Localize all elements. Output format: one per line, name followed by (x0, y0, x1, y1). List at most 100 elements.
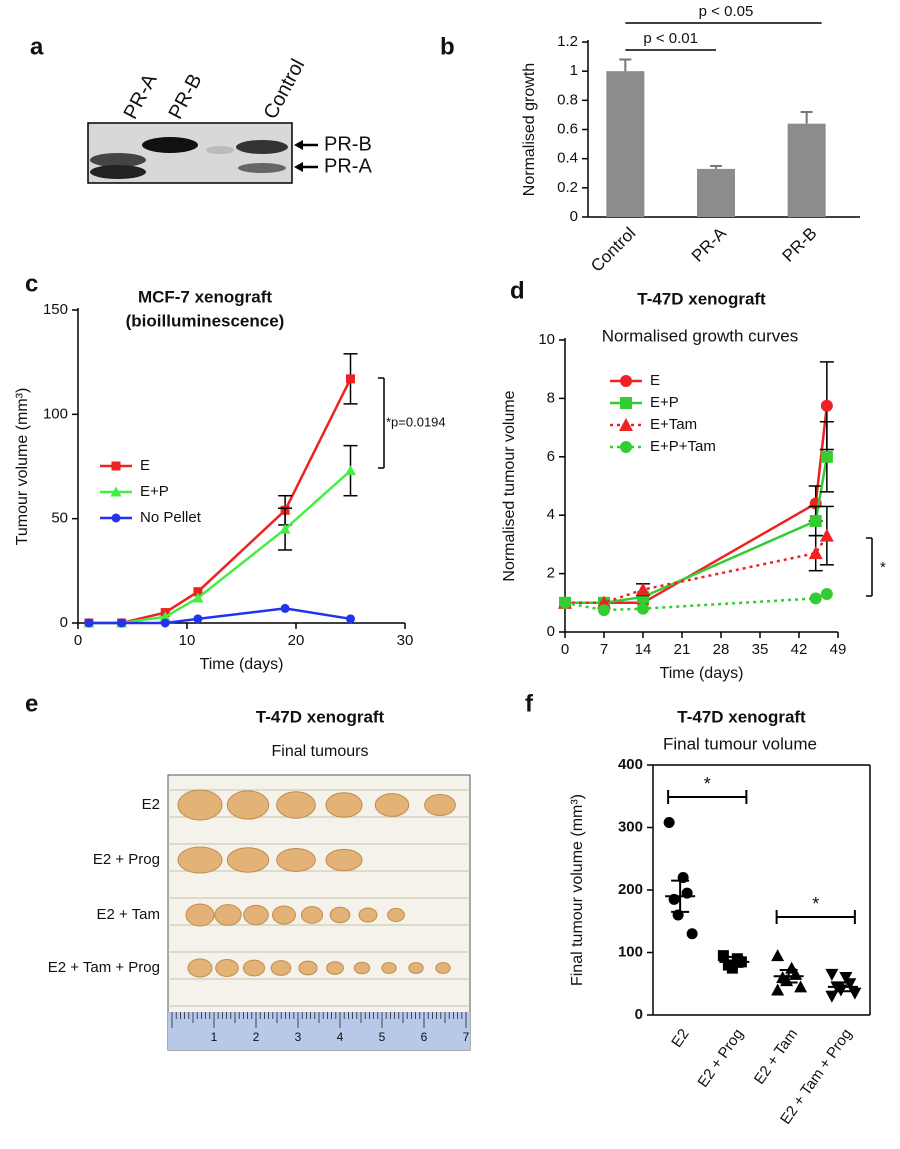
x-tick-label: 28 (713, 641, 730, 658)
tumour (177, 846, 223, 874)
error-bar (800, 111, 813, 124)
y-tick-label: 0.2 (557, 179, 578, 196)
marker (111, 513, 121, 523)
marker (686, 928, 698, 940)
ruler-label: 4 (337, 1030, 344, 1044)
marker (637, 602, 649, 615)
error-bar (619, 58, 632, 72)
legend-label: E+P+Tam (650, 438, 716, 455)
marker (160, 618, 170, 628)
band (90, 165, 146, 179)
annotation: p < 0.05 (699, 3, 754, 20)
y-tick-label: 400 (618, 756, 643, 773)
annotation: * (704, 774, 711, 794)
marker (193, 587, 203, 597)
panel-label: c (25, 270, 38, 297)
band (236, 140, 288, 154)
y-axis-label: Normalised growth (521, 63, 538, 196)
y-tick-label: 0.6 (557, 120, 578, 137)
tumour (243, 904, 269, 926)
marker (825, 968, 839, 981)
annotation: * (812, 894, 819, 914)
ruler-label: 1 (211, 1030, 218, 1044)
marker (279, 523, 291, 534)
x-axis-label: Time (days) (660, 665, 744, 682)
tumour (326, 961, 344, 975)
legend-label: E+Tam (650, 416, 697, 433)
x-tick-label: 42 (791, 641, 808, 658)
legend-label: E+P (140, 483, 169, 500)
band-label: PR-A (324, 155, 372, 177)
ruler-label: 2 (253, 1030, 260, 1044)
marker (808, 546, 823, 560)
arrow-head (294, 162, 303, 172)
row-label: E2 + Prog (93, 851, 160, 868)
annotation: *p=0.0194 (386, 414, 446, 429)
series-line (88, 378, 352, 625)
y-tick-label: 200 (618, 881, 643, 898)
marker (620, 397, 632, 409)
x-tick-label: E2 (668, 1026, 692, 1051)
series-line (565, 456, 829, 605)
bar (697, 168, 735, 217)
arrow-head (294, 140, 303, 150)
marker (794, 980, 808, 993)
x-tick-label: Control (587, 224, 639, 276)
tumour (358, 907, 378, 923)
marker (346, 374, 355, 384)
x-tick-label: PR-B (779, 224, 821, 266)
row-label: E2 (142, 796, 160, 813)
band-label: PR-B (324, 133, 372, 155)
marker (771, 949, 785, 962)
x-tick-label: 49 (830, 641, 847, 658)
panel-label: e (25, 690, 38, 717)
legend-label: No Pellet (140, 509, 202, 526)
panel-label: f (525, 690, 534, 717)
lane-label: PR-A (120, 70, 162, 123)
y-tick-label: 0 (60, 614, 68, 631)
ruler-label: 3 (295, 1030, 302, 1044)
x-tick-label: E2 + Prog (694, 1026, 746, 1091)
band (142, 137, 198, 153)
marker (620, 441, 632, 453)
legend-label: E (140, 457, 150, 474)
tumour (298, 960, 318, 976)
y-axis-label: Tumour volume (mm³) (14, 388, 31, 546)
y-tick-label: 1 (570, 62, 578, 79)
marker (839, 972, 853, 984)
marker (559, 596, 571, 609)
marker (346, 614, 355, 624)
y-tick-label: 150 (43, 301, 68, 318)
y-tick-label: 0 (570, 208, 578, 225)
chart-subtitle: Final tumour volume (663, 734, 817, 753)
marker (663, 817, 675, 828)
y-tick-label: 300 (618, 818, 643, 835)
x-tick-label: 35 (752, 641, 769, 658)
marker (280, 603, 290, 613)
y-tick-label: 0.8 (557, 91, 578, 108)
sem-bar (779, 969, 798, 984)
y-tick-label: 100 (43, 405, 68, 422)
marker (159, 611, 171, 622)
x-tick-label: 14 (635, 641, 652, 658)
y-axis-label: Final tumour volume (mm³) (569, 794, 586, 986)
marker (809, 592, 822, 605)
band (206, 146, 234, 154)
tumour (329, 906, 351, 924)
marker (726, 962, 738, 974)
y-axis-label: Normalised tumour volume (501, 390, 518, 581)
band (90, 153, 146, 167)
sem-bar (671, 879, 690, 913)
y-tick-label: 100 (618, 943, 643, 960)
lane-label: PR-B (165, 70, 207, 123)
x-tick-label: 10 (179, 632, 196, 649)
annotation: * (880, 559, 886, 576)
x-tick-label: E2 + Tam (751, 1026, 801, 1088)
panel-label: b (440, 33, 455, 60)
legend-label: E (650, 372, 660, 389)
marker (636, 582, 650, 596)
tumour (276, 848, 316, 872)
tumour (300, 906, 324, 924)
marker (843, 978, 857, 991)
